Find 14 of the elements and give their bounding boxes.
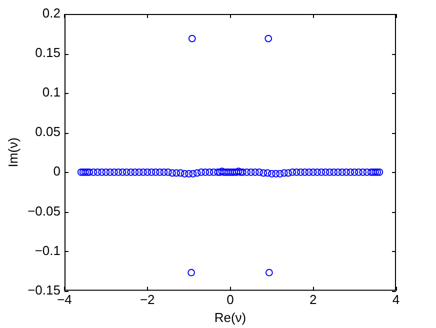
x-tick-label: 4 — [392, 292, 400, 308]
y-axis-title: Im(ν) — [5, 138, 20, 168]
y-tick-label: −0.15 — [28, 282, 60, 298]
x-axis-title: Re(ν) — [214, 310, 246, 325]
x-tick-label: −2 — [140, 292, 155, 308]
y-tick-label: 0.05 — [35, 124, 60, 140]
x-tick-label: 2 — [310, 292, 317, 308]
y-tick-label: 0 — [53, 164, 60, 179]
y-tick-label: 0.1 — [42, 84, 60, 100]
y-tick-label: 0.2 — [42, 6, 60, 21]
y-tick-label: −0.05 — [28, 203, 60, 218]
y-tick-label: −0.1 — [34, 242, 60, 258]
y-tick-label: 0.15 — [35, 45, 60, 60]
x-tick-label: 0 — [226, 292, 234, 308]
